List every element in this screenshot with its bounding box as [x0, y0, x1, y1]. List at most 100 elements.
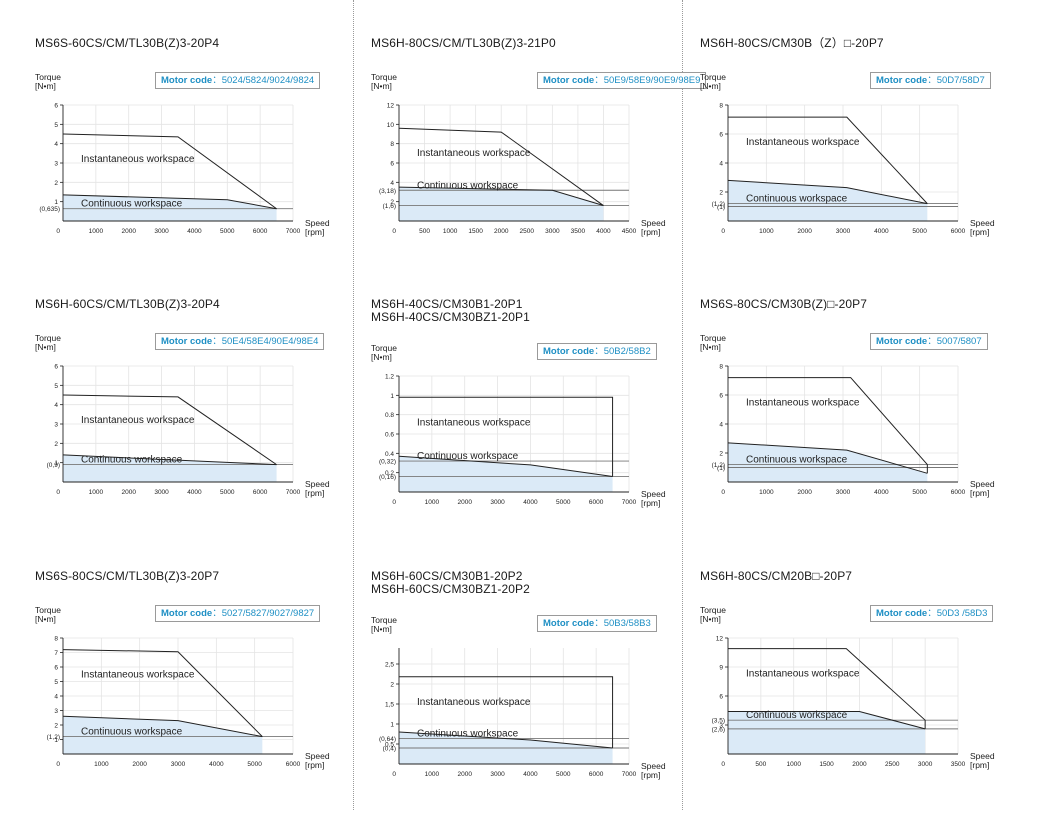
- continuous-region-label: Continuous workspace: [417, 180, 519, 191]
- y-tick-label: 1: [54, 737, 58, 744]
- motor-code-colon: ：: [927, 608, 937, 619]
- motor-code-value: 50D3 /58D3: [936, 608, 988, 619]
- motor-code-badge: Motor code：50D3 /58D3: [870, 605, 994, 622]
- y-tick-label: 0.8: [385, 412, 394, 419]
- chart-title: MS6H-80CS/CM20B□-20P7: [700, 570, 852, 583]
- y-axis-label: Torque [N•m]: [700, 334, 726, 351]
- torque-speed-plot: (3,18) (1,6)2 4 6 8 10 12 0 500 1000 1500 2000 2500 3…: [379, 103, 637, 236]
- x-tick-label: 6000: [286, 761, 301, 768]
- y-tick-label: 2: [390, 199, 394, 206]
- continuous-region-label: Continuous workspace: [81, 455, 183, 466]
- chart-title: MS6H-60CS/CM30B1-20P2 MS6H-60CS/CM30BZ1-2…: [371, 570, 530, 596]
- motor-code-label: Motor code: [876, 608, 928, 619]
- chart-title-line: MS6H-40CS/CM30BZ1-20P1: [371, 310, 530, 324]
- y-axis-label: Torque [N•m]: [700, 73, 726, 90]
- motor-code-value: 50E4/58E4/90E4/98E4: [221, 336, 319, 347]
- x-tick-label: 3000: [545, 228, 560, 235]
- continuous-boundary-line: [398, 455, 613, 478]
- continuous-region-fill: [63, 454, 277, 482]
- chart-title-line: MS6S-80CS/CM/TL30B(Z)3-20P7: [35, 569, 220, 583]
- motor-code-colon: ：: [594, 618, 604, 629]
- continuous-region-label: Continuous workspace: [746, 194, 848, 205]
- y-tick-label: 3: [719, 723, 723, 730]
- motor-code-colon: ：: [927, 75, 937, 86]
- y-axis-title: Torque: [35, 333, 61, 343]
- reference-line-label: (1,2): [712, 201, 725, 208]
- y-axis-title: Torque: [700, 605, 726, 615]
- x-tick-label: 3000: [154, 228, 169, 235]
- torque-speed-plot: (0,9)1 2 3 4 5 6 0 1000 2000 3000 4000 5000 6000 7000…: [47, 364, 301, 497]
- instantaneous-region-label: Instantaneous workspace: [746, 137, 860, 148]
- y-tick-label: 6: [54, 364, 58, 371]
- y-tick-label: 6: [390, 161, 394, 168]
- x-axis-label: Speed [rpm]: [641, 490, 666, 508]
- chart-title-line: MS6H-80CS/CM/TL30B(Z)3-21P0: [371, 36, 556, 50]
- motor-code-label: Motor code: [161, 608, 213, 619]
- instantaneous-region-label: Instantaneous workspace: [746, 669, 860, 680]
- torque-speed-plot: (0,635)1 2 3 4 5 6 0 1000 2000 3000 4000 5000 6000 70…: [39, 103, 300, 236]
- x-tick-label: 1000: [759, 228, 774, 235]
- x-tick-label: 3000: [490, 499, 505, 506]
- continuous-region-fill: [399, 456, 613, 492]
- continuous-boundary-line: [398, 731, 613, 749]
- motor-code-value: 50D7/58D7: [936, 75, 985, 86]
- y-tick-label: 2: [54, 723, 58, 730]
- y-axis-label: Torque [N•m]: [35, 73, 61, 90]
- chart-title: MS6H-60CS/CM/TL30B(Z)3-20P4: [35, 298, 220, 311]
- x-tick-label: 3000: [154, 489, 169, 496]
- chart-panel: MS6S-60CS/CM/TL30B(Z)3-20P4 Torque [N•m] Mo…: [35, 37, 365, 307]
- instantaneous-region-label: Instantaneous workspace: [417, 697, 531, 708]
- motor-code-colon: ：: [212, 608, 222, 619]
- y-tick-label: 6: [719, 694, 723, 701]
- chart-title-line: MS6H-60CS/CM30B1-20P2: [371, 569, 523, 583]
- chart-panel: MS6H-60CS/CM/TL30B(Z)3-20P4 Torque [N•m] Mo…: [35, 298, 365, 568]
- motor-code-colon: ：: [212, 336, 222, 347]
- x-tick-label: 6000: [589, 499, 604, 506]
- reference-line-label: (1,2): [712, 462, 725, 469]
- continuous-region-fill: [63, 716, 263, 754]
- motor-code-badge: Motor code：50E9/58E9/90E9/98E9: [537, 72, 707, 89]
- chart-title-line: MS6H-40CS/CM30B1-20P1: [371, 297, 523, 311]
- x-axis-label: Speed [rpm]: [305, 752, 330, 770]
- y-tick-label: 1: [54, 199, 58, 206]
- chart-title: MS6H-80CS/CM30B（Z）□-20P7: [700, 37, 884, 50]
- motor-code-value: 5024/5824/9024/9824: [221, 75, 315, 86]
- x-tick-label: 7000: [286, 489, 301, 496]
- x-tick-label: 0: [392, 228, 396, 235]
- torque-speed-plot: (1,2)(1) 2 4 6 8 0 1000 2000 3000 4000 5000 6000 Ins…: [712, 364, 966, 497]
- y-tick-label: 6: [54, 665, 58, 672]
- y-axis-title: Torque: [371, 343, 397, 353]
- motor-code-label: Motor code: [161, 75, 213, 86]
- x-tick-label: 0: [56, 228, 60, 235]
- continuous-region-label: Continuous workspace: [746, 455, 848, 466]
- x-axis-title: Speed: [641, 489, 666, 499]
- y-axis-unit: [N•m]: [35, 80, 56, 91]
- y-tick-label: 2: [54, 441, 58, 448]
- y-tick-label: 1,5: [385, 702, 394, 709]
- x-tick-label: 6000: [951, 489, 966, 496]
- motor-code-badge: Motor code：50E4/58E4/90E4/98E4: [155, 333, 325, 350]
- chart-panel: MS6S-80CS/CM30B(Z)□-20P7 Torque [N•m] Motor…: [700, 298, 1030, 568]
- y-tick-label: 4: [54, 141, 58, 148]
- reference-line-label: (0,9): [47, 462, 60, 469]
- column-separator: [353, 0, 354, 810]
- instantaneous-boundary-line: [398, 127, 604, 206]
- motor-code-label: Motor code: [876, 75, 928, 86]
- continuous-region-label: Continuous workspace: [81, 727, 183, 738]
- continuous-region-fill: [399, 187, 604, 221]
- x-axis-title: Speed: [970, 218, 995, 228]
- y-tick-label: 3: [54, 708, 58, 715]
- x-axis-title: Speed: [305, 218, 330, 228]
- x-axis-label: Speed [rpm]: [970, 219, 995, 237]
- y-axis-unit: [N•m]: [700, 341, 721, 352]
- y-tick-label: 8: [54, 636, 58, 643]
- x-axis-label: Speed [rpm]: [641, 762, 666, 780]
- x-tick-label: 0: [721, 228, 725, 235]
- x-tick-label: 5000: [220, 489, 235, 496]
- x-tick-label: 6000: [589, 771, 604, 778]
- chart-title: MS6S-80CS/CM/TL30B(Z)3-20P7: [35, 570, 219, 583]
- y-tick-label: 0.4: [385, 451, 394, 458]
- x-tick-label: 4000: [187, 228, 202, 235]
- x-tick-label: 4000: [874, 228, 889, 235]
- continuous-boundary-line: [62, 194, 277, 210]
